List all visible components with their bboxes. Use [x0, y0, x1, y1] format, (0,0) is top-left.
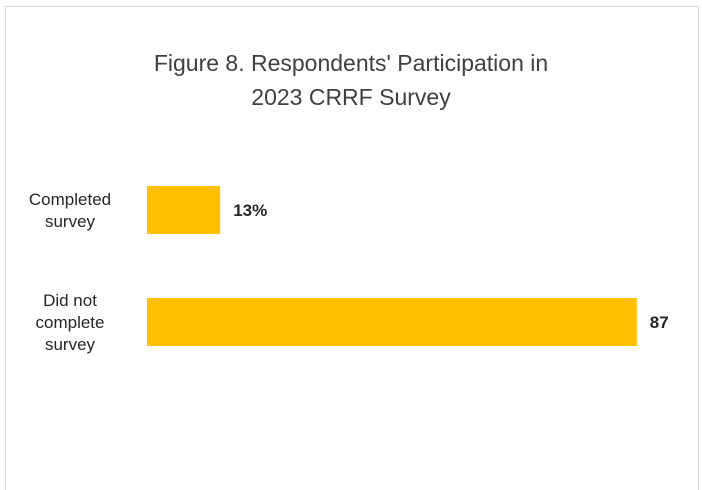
data-label-0: 13% — [233, 201, 267, 220]
bar-0 — [147, 186, 221, 234]
category-label-0: Completed survey — [29, 190, 111, 231]
chart-title-line-1: Figure 8. Respondents' Participation in — [153, 50, 549, 76]
category-label-1-line-2: survey — [45, 335, 96, 354]
bar-1 — [147, 298, 637, 346]
chart-title: Figure 8. Respondents' Participation in … — [0, 46, 702, 114]
category-label-0-line-1: survey — [45, 212, 96, 231]
category-label-0-line-0: Completed — [29, 190, 111, 209]
category-label-1: Did not complete survey — [36, 291, 105, 354]
chart-area — [5, 6, 699, 490]
data-label-1: 87 — [650, 313, 669, 332]
category-label-1-line-0: Did not — [43, 291, 97, 310]
category-label-1-line-1: complete — [36, 313, 105, 332]
chart-title-line-2: 2023 CRRF Survey — [251, 84, 451, 110]
